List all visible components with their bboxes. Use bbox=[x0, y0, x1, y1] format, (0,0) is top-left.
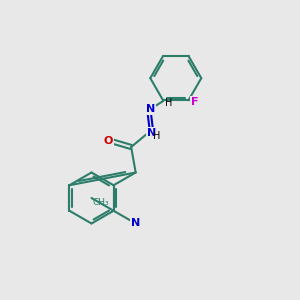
Text: H: H bbox=[153, 131, 161, 141]
Text: CH₃: CH₃ bbox=[93, 198, 110, 207]
Text: N: N bbox=[131, 218, 140, 229]
Text: O: O bbox=[103, 136, 112, 146]
Text: H: H bbox=[165, 98, 172, 108]
Text: N: N bbox=[147, 128, 157, 138]
Text: F: F bbox=[191, 97, 198, 107]
Text: N: N bbox=[146, 104, 155, 114]
